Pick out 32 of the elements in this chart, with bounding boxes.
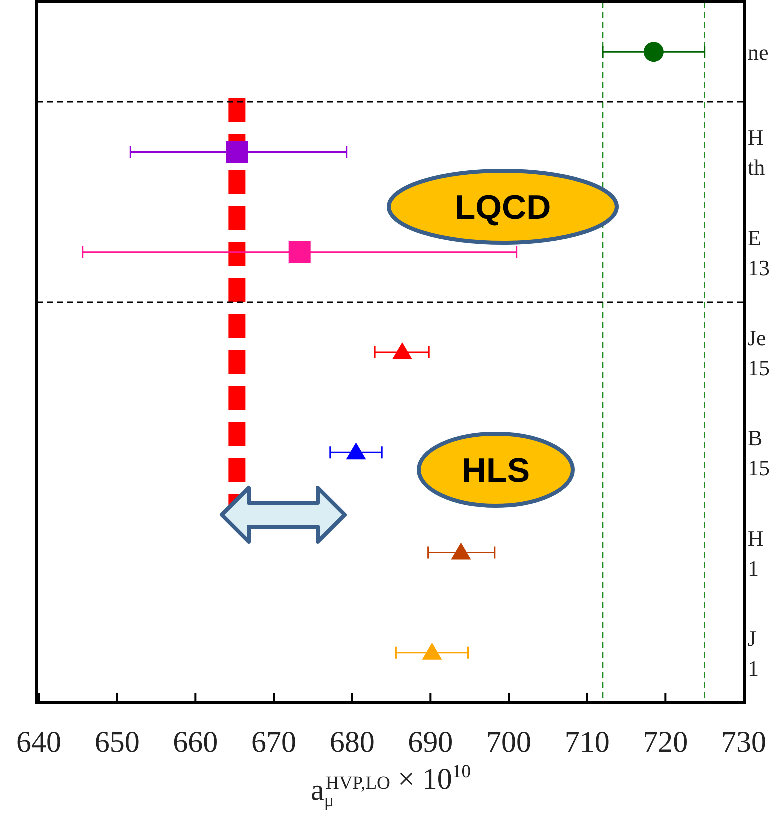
- text: 15: [748, 356, 770, 380]
- annotation: LQCD: [454, 189, 552, 227]
- x-tick-label: 660: [173, 726, 218, 759]
- annotation: HLS: [462, 452, 530, 490]
- x-tick-label: 640: [16, 726, 62, 759]
- x-tick-label: 680: [330, 726, 375, 759]
- x-tick-label: 690: [408, 726, 454, 759]
- point: [288, 241, 311, 264]
- x-tick-label: 730: [722, 726, 766, 759]
- point: [422, 642, 442, 660]
- text: 15: [748, 456, 770, 481]
- text: 1: [748, 556, 759, 581]
- text: th: [748, 155, 766, 180]
- point: [346, 442, 366, 460]
- x-tick-label: 720: [643, 726, 688, 759]
- x-tick-label: 650: [94, 726, 140, 759]
- text: H: [748, 526, 764, 551]
- x-tick-label: 700: [486, 726, 532, 759]
- text: 13: [748, 255, 770, 280]
- text: E: [748, 225, 762, 250]
- point: [451, 542, 472, 560]
- point: [392, 342, 412, 360]
- x-tick-label: 710: [564, 726, 610, 759]
- point: [644, 42, 664, 62]
- text: 1: [748, 656, 759, 681]
- text: Je: [748, 326, 766, 350]
- x-tick-label: 670: [252, 726, 296, 759]
- point: [226, 141, 248, 164]
- text: ne: [748, 40, 769, 66]
- text: B: [748, 426, 763, 451]
- text: J: [748, 626, 757, 651]
- text: H: [748, 125, 764, 150]
